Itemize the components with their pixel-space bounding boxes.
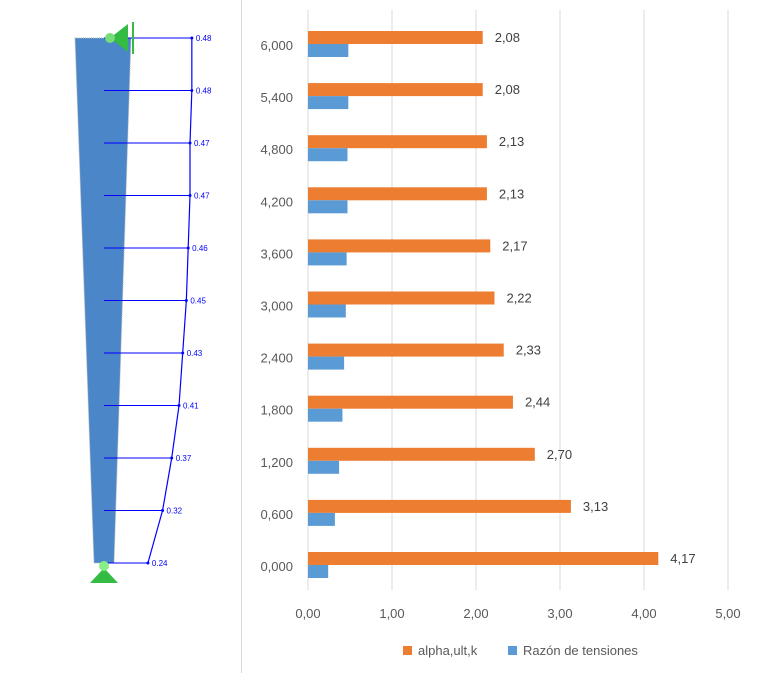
stress-value-label: 0.47 <box>194 139 210 148</box>
bar-razon <box>308 304 346 318</box>
stress-value-label: 0.46 <box>192 244 208 253</box>
legend-label-razon: Razón de tensiones <box>523 643 638 658</box>
bar-alpha <box>308 499 571 513</box>
top-hinge-icon <box>105 33 115 43</box>
y-tick-label: 3,000 <box>260 299 293 314</box>
legend-swatch-alpha <box>403 646 412 655</box>
data-label: 2,22 <box>506 291 531 306</box>
bar-alpha <box>308 395 513 409</box>
data-label: 3,13 <box>583 499 608 514</box>
data-label: 4,17 <box>670 551 695 566</box>
bar-alpha <box>308 343 504 357</box>
y-tick-label: 6,000 <box>260 38 293 53</box>
y-tick-label: 1,800 <box>260 403 293 418</box>
y-tick-label: 4,200 <box>260 194 293 209</box>
bar-razon <box>308 356 345 370</box>
x-tick-label: 2,00 <box>463 606 488 621</box>
stress-value-label: 0.48 <box>196 87 212 96</box>
y-tick-label: 0,000 <box>260 559 293 574</box>
top-support-icon <box>110 24 128 52</box>
bar-razon <box>308 512 335 526</box>
bar-alpha <box>308 135 487 149</box>
y-tick-label: 5,400 <box>260 90 293 105</box>
bar-alpha <box>308 83 483 97</box>
data-label: 2,70 <box>547 447 572 462</box>
bar-razon <box>308 565 329 578</box>
bar-razon <box>308 408 343 422</box>
bar-alpha <box>308 31 483 44</box>
bar-alpha <box>308 187 487 201</box>
stress-value-label: 0.37 <box>176 454 192 463</box>
bar-razon <box>308 200 348 214</box>
data-label: 2,17 <box>502 238 527 253</box>
bottom-hinge-icon <box>99 561 109 571</box>
divider <box>241 0 242 673</box>
legend-swatch-razon <box>508 646 517 655</box>
y-tick-label: 0,600 <box>260 507 293 522</box>
legend-label-alpha: alpha,ult,k <box>418 643 478 658</box>
bar-alpha <box>308 447 535 461</box>
data-label: 2,13 <box>499 134 524 149</box>
stress-value-label: 0.45 <box>190 297 206 306</box>
x-tick-label: 3,00 <box>547 606 572 621</box>
y-tick-label: 2,400 <box>260 351 293 366</box>
x-tick-label: 1,00 <box>379 606 404 621</box>
data-label: 2,33 <box>516 343 541 358</box>
bar-alpha <box>308 239 491 253</box>
stress-value-label: 0.48 <box>196 34 212 43</box>
x-tick-label: 4,00 <box>631 606 656 621</box>
bar-razon <box>308 96 349 110</box>
x-tick-label: 5,00 <box>715 606 740 621</box>
data-label: 2,44 <box>525 395 550 410</box>
stress-value-label: 0.32 <box>167 507 183 516</box>
bar-razon <box>308 460 340 474</box>
bottom-support-icon <box>90 568 118 583</box>
data-label: 2,08 <box>495 82 520 97</box>
stress-curve <box>147 38 193 564</box>
stress-value-label: 0.47 <box>194 192 210 201</box>
stress-value-label: 0.43 <box>187 349 203 358</box>
bar-razon <box>308 252 347 266</box>
stress-value-label: 0.41 <box>183 402 199 411</box>
bar-razon <box>308 148 348 162</box>
y-tick-label: 4,800 <box>260 142 293 157</box>
data-label: 2,13 <box>499 186 524 201</box>
bar-alpha <box>308 291 495 305</box>
y-tick-label: 3,600 <box>260 246 293 261</box>
member <box>74 37 132 564</box>
y-tick-label: 1,200 <box>260 455 293 470</box>
data-label: 2,08 <box>495 30 520 45</box>
x-tick-label: 0,00 <box>295 606 320 621</box>
bar-razon <box>308 44 349 57</box>
stress-value-label: 0.24 <box>152 559 168 568</box>
bar-alpha <box>308 552 659 565</box>
